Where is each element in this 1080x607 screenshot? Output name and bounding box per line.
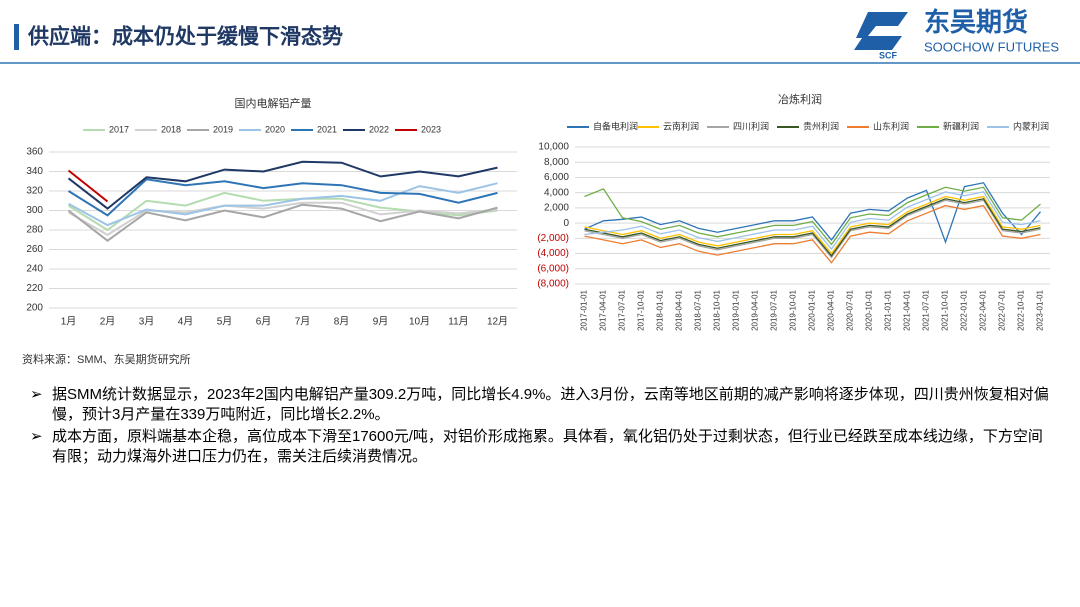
y-tick-label: 280 (26, 225, 43, 236)
x-tick-label: 3月 (139, 316, 155, 328)
x-tick-label: 2018-01-01 (656, 289, 665, 330)
series-line (68, 201, 498, 237)
legend-label: 四川利润 (733, 120, 769, 131)
bullet: ➢ 据SMM统计数据显示，2023年2国内电解铝产量309.2万吨，同比增长4.9… (30, 386, 1049, 423)
bullet: ➢ 成本方面，原料端基本企稳，高位成本下滑至17600元/吨，对铝价形成拖累。具体… (30, 427, 1050, 467)
y-tick-label: 2,000 (544, 203, 569, 214)
y-tick-label: (6,000) (537, 263, 569, 274)
slide-title: 供应端：成本仍处于缓慢下滑态势 (27, 25, 343, 49)
y-tick-label: 360 (26, 147, 43, 158)
legend-label: 云南利润 (663, 120, 699, 131)
y-tick-label: 320 (26, 186, 43, 197)
x-tick-label: 8月 (334, 316, 350, 328)
x-tick-label: 2022-10-01 (1017, 289, 1026, 330)
y-tick-label: 200 (26, 303, 43, 314)
legend-label: 贵州利润 (803, 120, 839, 131)
series-line (584, 199, 1041, 259)
x-tick-label: 2021-01-01 (884, 289, 893, 330)
x-tick-label: 5月 (217, 316, 233, 328)
x-tick-label: 2020-04-01 (827, 289, 836, 330)
y-tick-label: (4,000) (537, 248, 569, 259)
logo-en: SOOCHOW FUTURES (924, 39, 1059, 54)
x-tick-label: 2021-07-01 (922, 289, 931, 330)
chart-title: 国内电解铝产量 (235, 96, 312, 110)
bullet-text: 据SMM统计数据显示，2023年2国内电解铝产量309.2万吨，同比增长4.9%… (52, 386, 1049, 423)
x-tick-label: 11月 (448, 316, 468, 328)
y-tick-label: 0 (563, 218, 569, 229)
logo-cn: 东吴期货 (924, 7, 1028, 37)
x-tick-label: 2022-04-01 (979, 289, 988, 330)
x-tick-label: 4月 (178, 316, 194, 328)
y-tick-label: 6,000 (544, 172, 569, 183)
x-tick-label: 7月 (295, 316, 311, 328)
legend-label: 自备电利润 (593, 120, 638, 131)
x-tick-label: 2021-10-01 (941, 289, 950, 330)
source-note: 资料来源：SMM、东吴期货研究所 (22, 352, 191, 366)
legend-label: 内蒙利润 (1013, 120, 1049, 131)
x-tick-label: 2018-07-01 (694, 289, 703, 330)
series-line (584, 191, 1041, 251)
y-tick-label: (2,000) (537, 233, 569, 244)
x-tick-label: 9月 (373, 316, 389, 328)
x-tick-label: 2018-04-01 (675, 289, 684, 330)
x-tick-label: 2019-01-01 (732, 289, 741, 330)
legend-label: 2021 (317, 124, 337, 134)
legend-label: 山东利润 (873, 120, 909, 131)
bullet-text: 成本方面，原料端基本企稳，高位成本下滑至17600元/吨，对铝价形成拖累。具体看… (52, 428, 1043, 465)
y-tick-label: 340 (26, 166, 43, 177)
x-tick-label: 2020-10-01 (865, 289, 874, 330)
x-tick-label: 12月 (487, 316, 508, 328)
y-tick-label: 240 (26, 264, 43, 275)
logo-mark: SCF (879, 50, 898, 60)
series-line (67, 160, 498, 210)
chart-title: 冶炼利润 (778, 92, 822, 106)
legend-label: 2023 (421, 124, 441, 134)
legend-label: 2017 (109, 124, 129, 134)
legend-label: 2022 (369, 124, 389, 134)
y-tick-label: 220 (26, 283, 43, 294)
series-line (584, 204, 1041, 264)
x-tick-label: 10月 (409, 316, 430, 328)
x-tick-label: 2019-10-01 (789, 289, 798, 330)
legend-label: 2020 (265, 124, 285, 134)
series-line (67, 169, 109, 203)
legend-label: 2019 (213, 124, 233, 134)
y-tick-label: 8,000 (544, 157, 569, 168)
x-tick-label: 2017-04-01 (599, 289, 608, 330)
x-tick-label: 2020-01-01 (808, 289, 817, 330)
legend-label: 2018 (161, 124, 181, 134)
logo-icon (854, 12, 908, 50)
x-tick-label: 2017-07-01 (618, 289, 627, 330)
y-tick-label: 260 (26, 244, 43, 255)
x-tick-label: 2018-10-01 (713, 289, 722, 330)
x-tick-label: 2019-07-01 (770, 289, 779, 330)
x-tick-label: 2020-07-01 (846, 289, 855, 330)
series-line (68, 182, 498, 227)
legend-label: 新疆利润 (943, 120, 979, 131)
y-tick-label: 10,000 (538, 142, 569, 153)
series-line (67, 203, 498, 242)
x-tick-label: 6月 (256, 316, 272, 328)
y-tick-label: 300 (26, 205, 43, 216)
x-tick-label: 2019-04-01 (751, 289, 760, 330)
y-tick-label: (8,000) (537, 279, 569, 290)
series-line (584, 186, 1041, 246)
series-line (584, 182, 1041, 245)
x-tick-label: 2022-07-01 (998, 289, 1007, 330)
x-tick-label: 2017-01-01 (580, 289, 589, 330)
x-tick-label: 2022-01-01 (960, 289, 969, 330)
x-tick-label: 2月 (100, 316, 116, 328)
y-tick-label: 4,000 (544, 187, 569, 198)
x-tick-label: 2023-01-01 (1036, 289, 1045, 330)
x-tick-label: 2017-10-01 (637, 289, 646, 330)
title-accent (14, 24, 19, 50)
x-tick-label: 2021-04-01 (903, 289, 912, 330)
series-line (584, 198, 1041, 257)
series-line (584, 195, 1041, 255)
series-line (67, 178, 498, 217)
x-tick-label: 1月 (61, 316, 77, 328)
